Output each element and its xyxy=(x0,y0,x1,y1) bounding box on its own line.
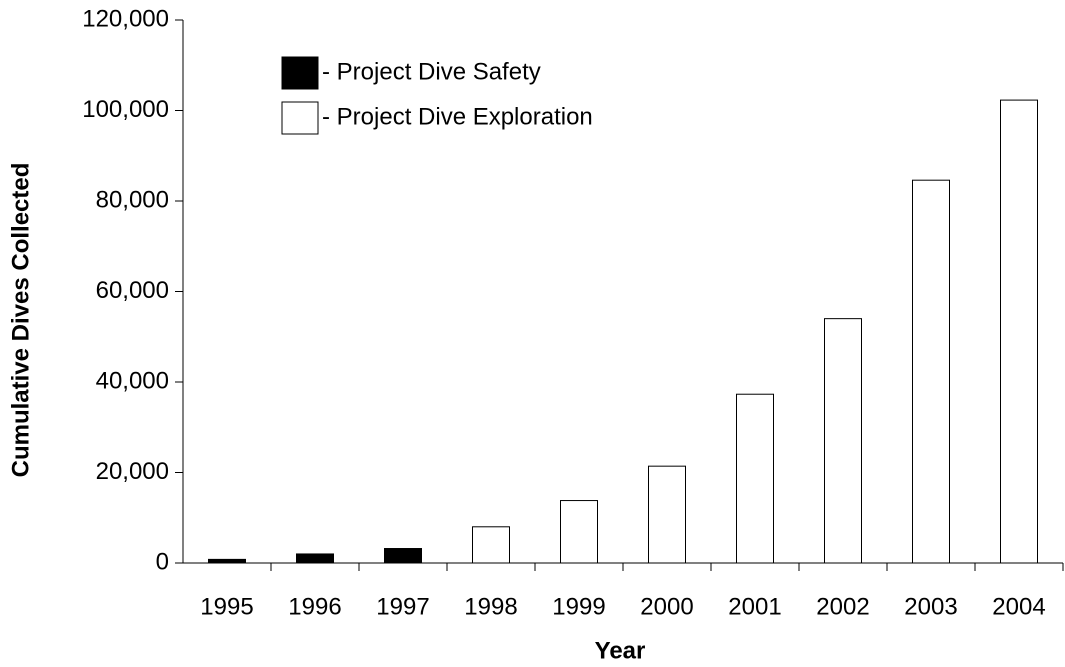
bar xyxy=(912,179,950,564)
legend-label: - Project Dive Exploration xyxy=(322,103,593,130)
x-tick-label: 2000 xyxy=(640,593,693,620)
y-tick-label: 60,000 xyxy=(96,277,169,304)
y-tick-label: 80,000 xyxy=(96,186,169,213)
x-tick-label: 1996 xyxy=(288,593,341,620)
bar xyxy=(560,500,598,564)
x-tick-label: 2001 xyxy=(728,593,781,620)
bar xyxy=(208,558,246,564)
bar xyxy=(384,548,422,564)
x-tick-label: 2004 xyxy=(992,593,1045,620)
legend-swatch xyxy=(281,101,319,135)
legend-label: - Project Dive Safety xyxy=(322,58,541,85)
x-tick-label: 1997 xyxy=(376,593,429,620)
legend-swatch xyxy=(281,56,319,90)
bar xyxy=(472,526,510,564)
bar xyxy=(296,553,334,564)
y-tick-label: 120,000 xyxy=(82,5,169,32)
x-axis-label: Year xyxy=(595,637,646,664)
y-tick-label: 100,000 xyxy=(82,96,169,123)
bar xyxy=(824,318,862,564)
bar xyxy=(648,465,686,564)
x-tick-label: 2002 xyxy=(816,593,869,620)
bar xyxy=(736,393,774,564)
bar xyxy=(1000,99,1038,564)
x-tick-label: 1999 xyxy=(552,593,605,620)
y-tick-label: 0 xyxy=(156,548,169,575)
x-tick-label: 1998 xyxy=(464,593,517,620)
y-tick-label: 40,000 xyxy=(96,367,169,394)
y-tick-label: 20,000 xyxy=(96,458,169,485)
y-axis-label: Cumulative Dives Collected xyxy=(7,163,34,478)
x-tick-label: 1995 xyxy=(200,593,253,620)
x-tick-label: 2003 xyxy=(904,593,957,620)
